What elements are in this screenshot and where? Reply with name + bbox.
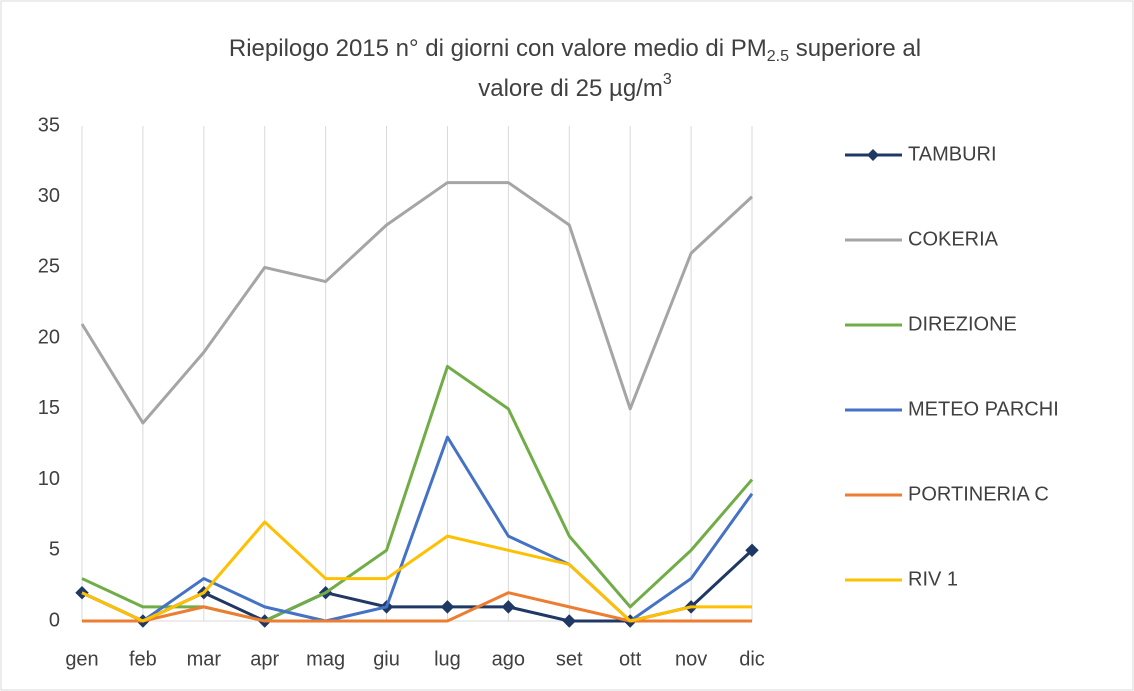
series-line: [81, 520, 752, 623]
title-text: valore di 25 µg/m: [478, 75, 663, 102]
chart-title: Riepilogo 2015 n° di giorni con valore m…: [229, 35, 921, 65]
x-tick-label: gen: [65, 648, 98, 670]
x-tick-label: giu: [373, 648, 400, 670]
legend-marker: [867, 149, 879, 161]
series-line: [81, 364, 754, 623]
x-tick-label: mag: [306, 648, 345, 670]
title-superscript: 3: [663, 71, 672, 88]
x-tick-label: nov: [675, 648, 707, 670]
point-marker: [562, 614, 576, 628]
title-text: Riepilogo 2015 n° di giorni con valore m…: [229, 35, 767, 62]
point-marker: [745, 543, 759, 557]
chart-title: valore di 25 µg/m3: [478, 71, 672, 102]
x-tick-label: mar: [187, 648, 222, 670]
y-tick-label: 30: [38, 185, 60, 207]
title-text: superiore al: [789, 35, 921, 62]
y-tick-label: 15: [38, 397, 60, 419]
y-tick-label: 20: [38, 326, 60, 348]
y-tick-label: 35: [38, 114, 60, 136]
x-tick-label: lug: [434, 648, 461, 670]
y-tick-label: 10: [38, 468, 60, 490]
legend-label: TAMBURI: [908, 143, 997, 165]
series-line: [80, 181, 754, 425]
y-tick-label: 5: [49, 539, 60, 561]
x-tick-label: apr: [250, 648, 279, 670]
x-tick-label: feb: [129, 648, 157, 670]
legend-label: METEO PARCHI: [908, 398, 1059, 420]
legend-label: RIV 1: [908, 568, 958, 590]
x-tick-label: ott: [619, 648, 642, 670]
series-line: [82, 591, 752, 623]
x-tick-label: ago: [492, 648, 525, 670]
title-subscript: 2.5: [767, 48, 789, 65]
point-marker: [501, 600, 516, 614]
x-tick-label: set: [556, 648, 583, 670]
legend-label: PORTINERIA C: [908, 483, 1049, 505]
x-tick-label: dic: [739, 648, 765, 670]
point-marker: [440, 600, 455, 614]
legend-label: DIREZIONE: [908, 313, 1017, 335]
y-tick-label: 25: [38, 256, 60, 278]
series-line: [81, 435, 754, 623]
y-tick-label: 0: [49, 609, 60, 631]
legend-label: COKERIA: [908, 228, 999, 250]
